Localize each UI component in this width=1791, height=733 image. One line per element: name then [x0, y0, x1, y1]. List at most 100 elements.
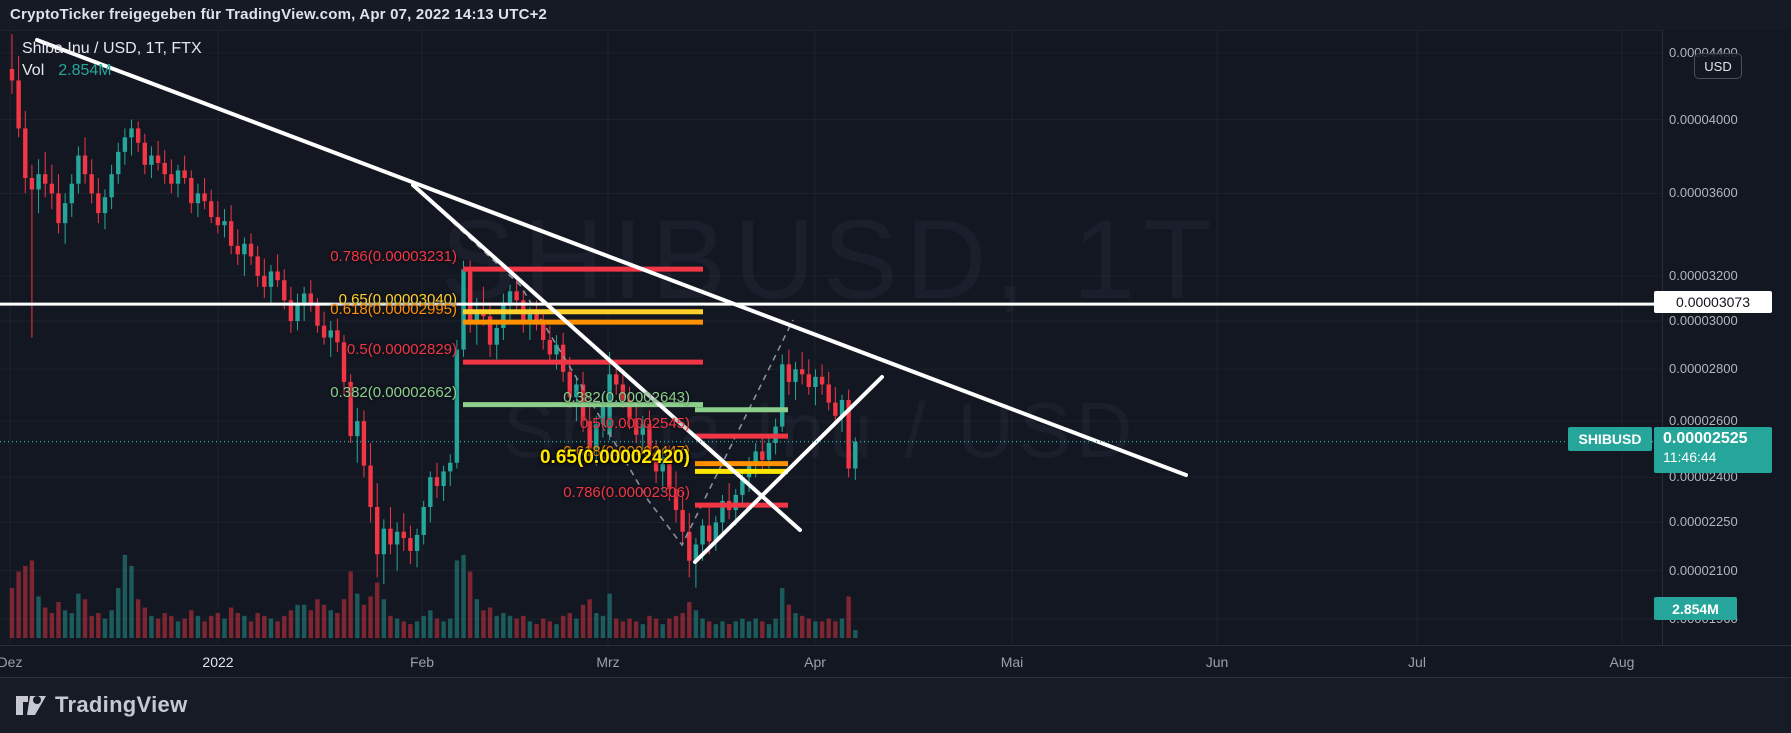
- candle-body: [786, 364, 792, 382]
- volume-bar: [461, 554, 466, 638]
- current-price-badge: 0.00002525 11:46:44: [1654, 427, 1772, 473]
- volume-bar: [142, 607, 147, 638]
- chart-legend: Shiba Inu / USD, 1T, FTX Vol 2.854M: [22, 40, 202, 80]
- volume-bar: [282, 615, 287, 638]
- candle-body: [36, 174, 41, 190]
- volume-bar: [514, 618, 519, 638]
- candle-body: [182, 170, 187, 178]
- candle-body: [69, 183, 74, 204]
- fib-level-label: 0.5(0.00002545): [579, 415, 690, 433]
- currency-toggle-button[interactable]: USD: [1694, 53, 1742, 79]
- volume-bar: [56, 601, 61, 638]
- volume-bar: [202, 621, 207, 638]
- time-axis-label: Feb: [409, 654, 435, 670]
- volume-bar: [76, 593, 81, 638]
- candle-body: [9, 68, 15, 81]
- volume-bar: [580, 604, 586, 638]
- tradingview-logo[interactable]: TradingView: [16, 692, 188, 718]
- candle-body: [567, 371, 572, 398]
- candle-body: [806, 374, 811, 388]
- volume-bar: [149, 615, 154, 638]
- candle-body: [587, 421, 592, 449]
- volume-bar: [454, 560, 460, 638]
- candle-body: [116, 151, 121, 175]
- volume-bar: [255, 613, 260, 638]
- volume-bar: [667, 618, 672, 638]
- volume-bar: [414, 621, 420, 638]
- candle-body: [753, 451, 758, 466]
- candle-body: [268, 271, 274, 287]
- candle-body: [321, 325, 327, 338]
- fib-level-label: 0.618(0.00002447): [563, 442, 690, 460]
- volume-bar: [248, 621, 254, 638]
- volume-bar: [707, 621, 712, 638]
- candle-body: [16, 80, 21, 129]
- volume-bar: [394, 618, 400, 638]
- candle-body: [202, 193, 207, 202]
- candle-body: [760, 451, 765, 460]
- candle-body: [248, 243, 254, 257]
- candle-body: [614, 374, 619, 385]
- volume-bar: [36, 596, 41, 638]
- price-axis-label: 0.00002100: [1669, 562, 1738, 578]
- volume-bar: [693, 610, 699, 638]
- fib-level-label: 0.5(0.00002829): [346, 341, 457, 359]
- volume-bar: [448, 618, 453, 638]
- volume-bar: [29, 560, 35, 638]
- volume-bar: [222, 618, 227, 638]
- volume-bar: [335, 613, 340, 638]
- volume-bar: [315, 599, 320, 638]
- candle-body: [494, 328, 499, 345]
- candle-body: [215, 217, 221, 226]
- attribution-bar: CryptoTicker freigegeben für TradingView…: [0, 0, 1791, 31]
- candle-body: [826, 384, 831, 403]
- candle-body: [720, 500, 725, 523]
- wedge-upper-line[interactable]: [411, 183, 802, 532]
- major-downtrend-line[interactable]: [35, 38, 1188, 477]
- symbol-price-tag[interactable]: SHIBUSD: [1568, 427, 1652, 451]
- volume-bar: [421, 615, 426, 638]
- candle-body: [255, 256, 260, 276]
- volume-value: 2.854M: [58, 62, 112, 79]
- candle-body: [640, 423, 645, 435]
- volume-bar: [381, 599, 387, 638]
- volume-bar: [268, 618, 274, 638]
- time-axis[interactable]: Dez 2022 Feb Mrz Apr Mai Jun Jul Aug: [0, 645, 1791, 678]
- volume-bar: [162, 613, 167, 638]
- price-axis[interactable]: 0.000044000.000040000.000036000.00003200…: [1568, 30, 1791, 645]
- price-axis-label: 0.00002600: [1669, 413, 1738, 429]
- candle-body: [222, 221, 227, 226]
- candle-body: [401, 531, 406, 539]
- fib-level-label: 0.65(0.00002420): [539, 447, 690, 469]
- volume-bar: [341, 599, 347, 638]
- volume-bar: [594, 613, 599, 638]
- volume-bar: [262, 615, 267, 638]
- candle-body: [76, 155, 81, 184]
- volume-bar: [653, 618, 659, 638]
- time-axis-label: Mai: [1000, 654, 1024, 670]
- volume-bar: [23, 565, 28, 638]
- candle-body: [341, 342, 347, 382]
- volume-bar: [521, 615, 526, 638]
- volume-bar: [368, 596, 373, 638]
- volume-bar: [680, 613, 685, 638]
- candle-body: [275, 271, 280, 281]
- volume-bar: [129, 565, 134, 638]
- volume-bar: [9, 588, 15, 638]
- ascending-support-line[interactable]: [693, 375, 884, 564]
- fib-level-label: 0.382(0.00002643): [563, 388, 690, 406]
- volume-bar: [169, 615, 174, 638]
- volume-bar: [541, 618, 546, 638]
- volume-bar: [760, 621, 765, 638]
- volume-bar: [813, 621, 818, 638]
- candle-body: [282, 280, 287, 301]
- volume-bar: [308, 610, 313, 638]
- volume-bar: [494, 615, 499, 638]
- volume-bar: [481, 610, 486, 638]
- volume-bar: [275, 621, 280, 638]
- volume-bar: [786, 604, 792, 638]
- candle-body: [169, 174, 174, 184]
- symbol-description[interactable]: Shiba Inu / USD, 1T, FTX: [22, 40, 202, 57]
- volume-bar: [82, 599, 88, 638]
